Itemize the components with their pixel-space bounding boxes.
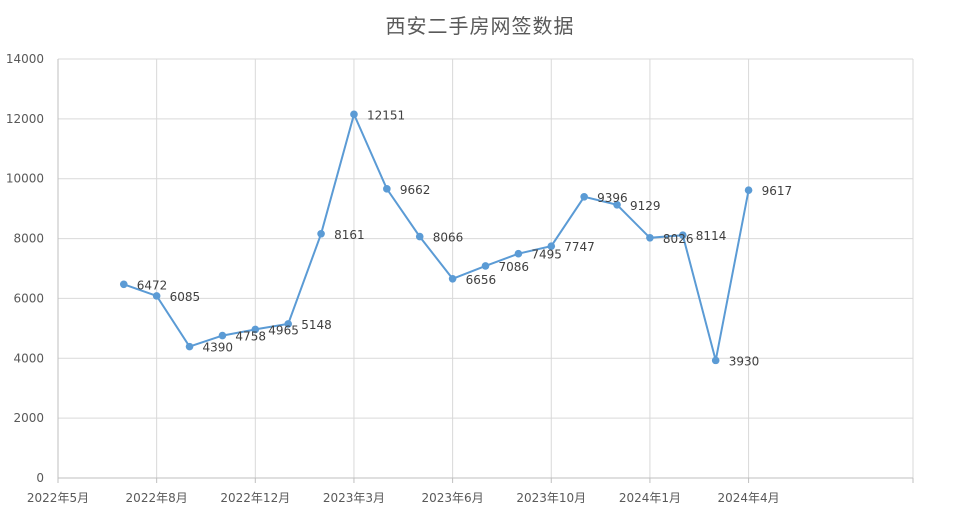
data-point xyxy=(547,242,556,250)
y-tick-label: 2000 xyxy=(13,411,44,425)
data-point xyxy=(646,233,654,242)
series-line xyxy=(123,111,750,361)
data-label: 6472 xyxy=(137,278,168,292)
data-point xyxy=(481,262,490,270)
data-point xyxy=(119,280,128,289)
gridlines xyxy=(58,58,914,478)
data-label: 6656 xyxy=(466,273,497,287)
data-point xyxy=(185,342,194,351)
y-tick-label: 14000 xyxy=(6,52,44,66)
x-tick-label: 2024年1月 xyxy=(619,491,681,505)
data-label: 4390 xyxy=(203,341,234,355)
data-point xyxy=(350,110,358,119)
data-point xyxy=(744,186,753,194)
data-label: 8161 xyxy=(334,228,365,242)
y-tick-label: 10000 xyxy=(6,172,44,186)
data-point xyxy=(317,229,325,238)
data-point xyxy=(152,292,161,300)
y-tick-label: 8000 xyxy=(13,232,44,246)
x-tick-label: 2023年3月 xyxy=(323,491,385,505)
data-label: 9396 xyxy=(597,191,628,205)
x-tick-label: 2022年5月 xyxy=(27,491,89,505)
data-point xyxy=(448,274,457,283)
data-point xyxy=(383,185,391,193)
data-label: 7747 xyxy=(564,240,595,254)
data-label: 8026 xyxy=(663,232,694,246)
data-point xyxy=(679,231,687,239)
y-tick-label: 0 xyxy=(36,471,44,485)
data-label: 9617 xyxy=(762,184,793,198)
data-label: 7086 xyxy=(499,260,530,274)
data-label: 3930 xyxy=(729,354,760,368)
x-tick-label: 2023年6月 xyxy=(422,491,484,505)
axes xyxy=(57,59,914,483)
data-point xyxy=(251,325,260,334)
y-tick-label: 4000 xyxy=(13,351,44,365)
data-point xyxy=(415,232,424,241)
data-point xyxy=(218,331,227,340)
y-axis-ticks: 0 2000 4000 6000 8000 10000 12000 14000 xyxy=(6,52,44,485)
data-label: 9662 xyxy=(400,183,431,197)
data-label: 7495 xyxy=(531,248,562,262)
chart-title: 西安二手房网签数据 xyxy=(385,14,575,38)
data-point xyxy=(711,356,720,365)
x-tick-label: 2024年4月 xyxy=(717,491,779,505)
data-point xyxy=(613,200,621,209)
data-label: 4965 xyxy=(268,323,299,337)
data-label: 8066 xyxy=(433,231,464,245)
x-axis-ticks: 2022年5月 2022年8月 2022年12月 2023年3月 2023年6月 2023… xyxy=(27,491,780,505)
series-line-group xyxy=(119,110,753,365)
data-label: 12151 xyxy=(367,108,405,122)
x-tick-label: 2023年10月 xyxy=(516,491,586,505)
data-label: 5148 xyxy=(301,318,332,332)
y-tick-label: 12000 xyxy=(6,112,44,126)
data-label: 8114 xyxy=(696,229,727,243)
data-label: 4758 xyxy=(235,330,266,344)
data-point xyxy=(284,320,292,328)
data-point xyxy=(580,192,588,201)
x-tick-label: 2022年8月 xyxy=(126,491,188,505)
data-label: 6085 xyxy=(170,290,201,304)
x-tick-label: 2022年12月 xyxy=(220,491,290,505)
data-point xyxy=(514,249,523,258)
y-tick-label: 6000 xyxy=(13,291,44,305)
data-label: 9129 xyxy=(630,199,661,213)
